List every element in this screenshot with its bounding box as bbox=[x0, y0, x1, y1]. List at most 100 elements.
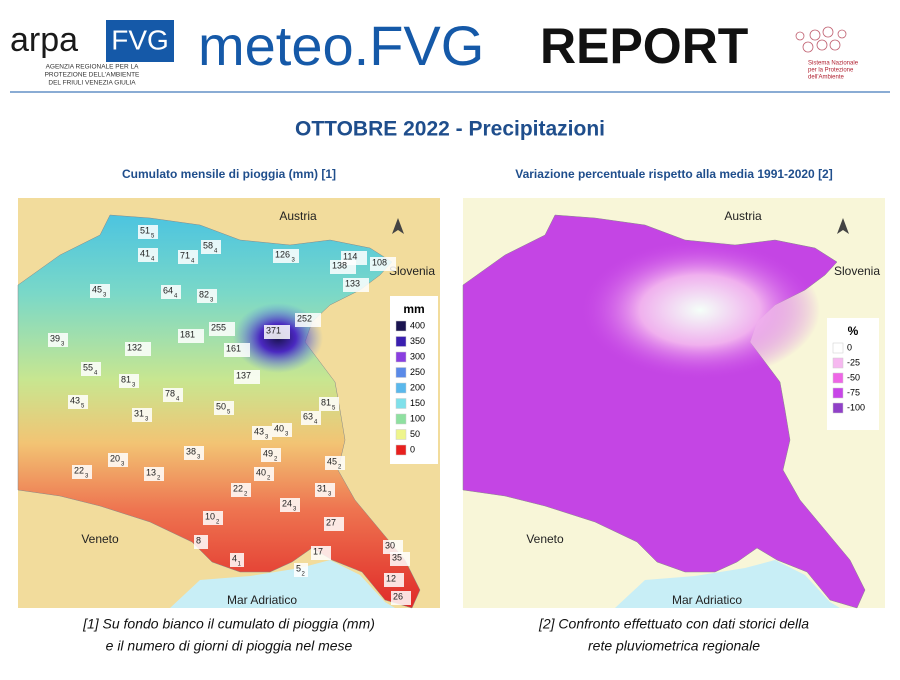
station-box bbox=[184, 446, 204, 460]
banner-meteo: meteo.FVG bbox=[198, 14, 484, 77]
station-days: 2 bbox=[157, 476, 161, 482]
station-box bbox=[272, 423, 292, 437]
station-days: 5 bbox=[151, 234, 155, 240]
station-days: 2 bbox=[267, 476, 271, 482]
station-value: 132 bbox=[127, 342, 142, 352]
station-box bbox=[209, 322, 235, 336]
station-value: 64 bbox=[163, 285, 173, 295]
station-value: 71 bbox=[180, 250, 190, 260]
station-value: 63 bbox=[303, 411, 313, 421]
station-days: 3 bbox=[197, 455, 201, 461]
banner-report: REPORT bbox=[540, 18, 748, 74]
station-box bbox=[319, 397, 339, 411]
station-days: 3 bbox=[85, 474, 89, 480]
station-value: 4 bbox=[232, 553, 237, 563]
station-box bbox=[108, 453, 128, 467]
geo-label: Austria bbox=[279, 209, 317, 223]
station-days: 3 bbox=[210, 298, 214, 304]
station-box bbox=[90, 284, 110, 298]
station-value: 38 bbox=[186, 446, 196, 456]
station-box bbox=[68, 395, 88, 409]
station-box bbox=[161, 285, 181, 299]
station-box bbox=[138, 225, 158, 239]
station-box bbox=[311, 546, 331, 560]
legend-label: -75 bbox=[847, 387, 860, 397]
station-value: 55 bbox=[83, 362, 93, 372]
station-value: 8 bbox=[196, 535, 201, 545]
station-days: 3 bbox=[328, 492, 332, 498]
station-box bbox=[295, 313, 321, 327]
station-box bbox=[163, 388, 183, 402]
legend-label: 250 bbox=[410, 367, 425, 377]
station-box bbox=[144, 467, 164, 481]
station-days: 3 bbox=[132, 383, 136, 389]
station-box bbox=[390, 552, 410, 566]
station-value: 26 bbox=[393, 591, 403, 601]
station-value: 252 bbox=[297, 313, 312, 323]
station-days: 3 bbox=[293, 507, 297, 513]
station-box bbox=[343, 278, 369, 292]
station-value: 24 bbox=[282, 498, 292, 508]
station-box bbox=[370, 257, 396, 271]
station-days: 4 bbox=[174, 294, 178, 300]
station-value: 137 bbox=[236, 370, 251, 380]
legend-title: mm bbox=[403, 302, 424, 316]
station-value: 50 bbox=[216, 401, 226, 411]
station-value: 5 bbox=[296, 563, 301, 573]
legend-label: 400 bbox=[410, 320, 425, 330]
legend-title: % bbox=[848, 324, 859, 338]
station-box bbox=[391, 591, 411, 605]
anomaly-area bbox=[580, 240, 820, 380]
logo-arpa: ARPA bbox=[10, 21, 78, 59]
station-value: 108 bbox=[372, 257, 387, 267]
station-days: 3 bbox=[292, 258, 296, 264]
station-box bbox=[301, 411, 321, 425]
station-box bbox=[72, 465, 92, 479]
station-value: 27 bbox=[326, 517, 336, 527]
north-arrow bbox=[837, 218, 849, 234]
map-subtitle: Variazione percentuale rispetto alla med… bbox=[515, 167, 832, 181]
station-value: 138 bbox=[332, 260, 347, 270]
station-days: 2 bbox=[274, 457, 278, 463]
station-value: 45 bbox=[327, 456, 337, 466]
caption: [1] Su fondo bianco il cumulato di piogg… bbox=[82, 616, 375, 632]
station-box bbox=[132, 408, 152, 422]
station-value: 40 bbox=[274, 423, 284, 433]
station-box bbox=[138, 248, 158, 262]
legend-label: 350 bbox=[410, 336, 425, 346]
caption: [2] Confronto effettuato con dati storic… bbox=[538, 616, 809, 632]
station-days: 1 bbox=[238, 562, 242, 568]
north-arrow bbox=[392, 218, 404, 234]
station-days: 2 bbox=[244, 492, 248, 498]
station-days: 4 bbox=[94, 371, 98, 377]
station-value: 126 bbox=[275, 249, 290, 259]
station-days: 3 bbox=[145, 417, 149, 423]
station-box bbox=[280, 498, 300, 512]
station-value: 40 bbox=[256, 467, 266, 477]
legend-label: 150 bbox=[410, 398, 425, 408]
caption: rete pluviometrica regionale bbox=[588, 638, 760, 654]
legend-label: -100 bbox=[847, 402, 865, 412]
station-box bbox=[178, 329, 204, 343]
station-box bbox=[178, 250, 198, 264]
snpa-icon bbox=[795, 26, 847, 53]
station-box bbox=[48, 333, 68, 347]
legend-label: 50 bbox=[410, 429, 420, 439]
logo-fvg: FVG bbox=[111, 24, 169, 55]
sea bbox=[615, 560, 840, 608]
legend-swatch bbox=[832, 402, 844, 414]
station-days: 4 bbox=[176, 397, 180, 403]
legend-label: -50 bbox=[847, 372, 860, 382]
station-value: 78 bbox=[165, 388, 175, 398]
station-box bbox=[194, 535, 208, 549]
legend-swatch bbox=[395, 320, 407, 332]
legend-label: 0 bbox=[410, 444, 415, 454]
legend-label: 300 bbox=[410, 351, 425, 361]
station-box bbox=[273, 249, 299, 263]
station-value: 255 bbox=[211, 322, 226, 332]
geo-label: Mar Adriatico bbox=[672, 593, 742, 607]
legend-swatch bbox=[395, 398, 407, 409]
station-days: 3 bbox=[61, 342, 65, 348]
station-value: 20 bbox=[110, 453, 120, 463]
station-days: 2 bbox=[216, 520, 220, 526]
